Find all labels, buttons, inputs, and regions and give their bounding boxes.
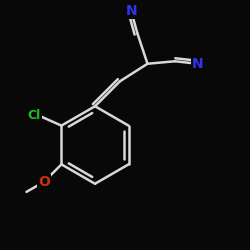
Text: Cl: Cl xyxy=(27,109,40,122)
Text: N: N xyxy=(192,57,203,71)
Text: N: N xyxy=(126,4,137,18)
Text: O: O xyxy=(38,175,50,189)
